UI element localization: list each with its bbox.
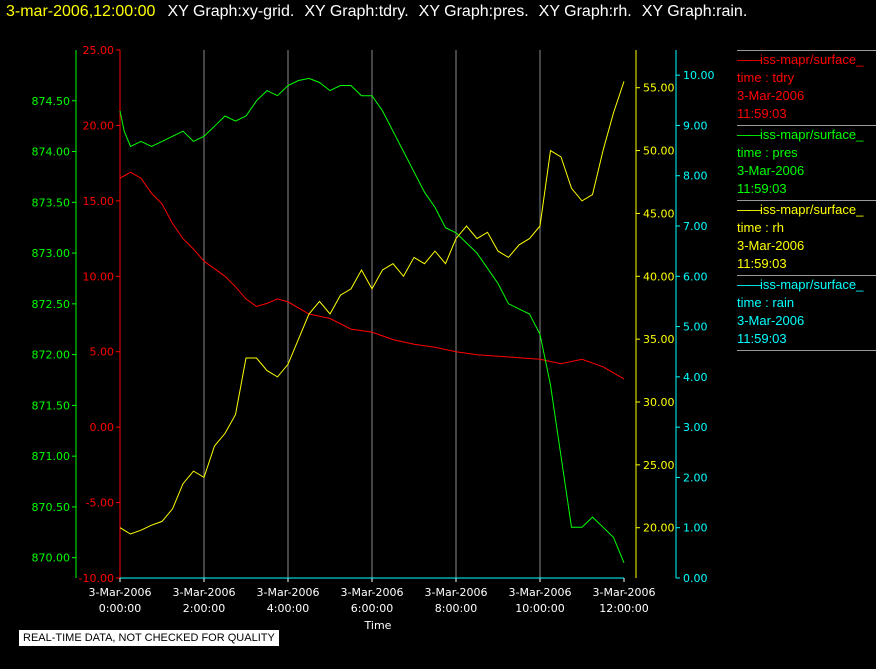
pres-tick-label-2: 871.00	[32, 450, 71, 463]
x-tick-date-2: 3-Mar-2006	[257, 586, 320, 599]
legend-field-rain: time : rain	[737, 295, 795, 310]
x-tick-time-6: 12:00:00	[599, 602, 648, 615]
series-line-rh	[119, 81, 625, 535]
rain-tick-label-0: 0.00	[683, 572, 708, 585]
pres-tick-label-4: 872.00	[32, 349, 71, 362]
x-tick-time-3: 6:00:00	[351, 602, 393, 615]
legend-time-rain: 11:59:03	[737, 331, 787, 346]
legend-time-pres: 11:59:03	[737, 181, 787, 196]
header-item-tdry[interactable]: XY Graph:tdry.	[304, 3, 409, 20]
tdry-tick-label-2: 0.00	[90, 421, 115, 434]
pres-tick-label-1: 870.50	[32, 501, 71, 514]
pres-tick-label-5: 872.50	[32, 298, 71, 311]
pres-tick-label-6: 873.00	[32, 247, 71, 260]
rh-tick-label-0: 20.00	[643, 522, 675, 535]
x-tick-date-4: 3-Mar-2006	[425, 586, 488, 599]
legend-entry-tdry[interactable]: iss-mapr/surface_ time : tdry 3-Mar-2006…	[737, 50, 876, 123]
legend-entry-rh[interactable]: iss-mapr/surface_ time : rh 3-Mar-2006 1…	[737, 200, 876, 273]
rh-tick-label-5: 45.00	[643, 207, 675, 220]
tdry-tick-label-6: 20.00	[83, 119, 115, 132]
legend-time-rh: 11:59:03	[737, 256, 787, 271]
header-item-rh[interactable]: XY Graph:rh.	[538, 3, 632, 20]
rain-tick-label-8: 8.00	[683, 170, 708, 183]
x-tick-date-3: 3-Mar-2006	[341, 586, 404, 599]
rain-tick-label-1: 1.00	[683, 522, 708, 535]
rain-tick-label-2: 2.00	[683, 471, 708, 484]
legend-time-tdry: 11:59:03	[737, 106, 787, 121]
rh-tick-label-7: 55.00	[643, 82, 675, 95]
x-tick-time-2: 4:00:00	[267, 602, 309, 615]
tdry-tick-label-7: 25.00	[83, 44, 115, 57]
legend-date-rain: 3-Mar-2006	[737, 313, 805, 328]
header-bar: 3-mar-2006,12:00:00 XY Graph:xy-grid. XY G…	[6, 3, 757, 21]
rain-tick-label-4: 4.00	[683, 371, 708, 384]
rh-tick-label-3: 35.00	[643, 333, 675, 346]
legend-name-tdry: iss-mapr/surface_	[737, 51, 876, 69]
rain-tick-label-7: 7.00	[683, 220, 708, 233]
tdry-tick-label-3: 5.00	[90, 346, 115, 359]
pres-tick-label-3: 871.50	[32, 399, 71, 412]
legend-date-pres: 3-Mar-2006	[737, 163, 805, 178]
x-tick-time-5: 10:00:00	[515, 602, 564, 615]
rain-tick-label-9: 9.00	[683, 119, 708, 132]
rain-tick-label-6: 6.00	[683, 270, 708, 283]
x-tick-time-1: 2:00:00	[183, 602, 225, 615]
tdry-tick-label-4: 10.00	[83, 270, 115, 283]
legend-entry-rain[interactable]: iss-mapr/surface_ time : rain 3-Mar-2006…	[737, 275, 876, 348]
rh-tick-label-2: 30.00	[643, 396, 675, 409]
legend-date-rh: 3-Mar-2006	[737, 238, 805, 253]
legend-field-tdry: time : tdry	[737, 70, 795, 85]
pres-tick-label-9: 874.50	[32, 95, 71, 108]
x-tick-date-6: 3-Mar-2006	[593, 586, 656, 599]
x-tick-date-1: 3-Mar-2006	[173, 586, 236, 599]
tdry-tick-label-1: -5.00	[86, 497, 114, 510]
rain-tick-label-10: 10.00	[683, 69, 715, 82]
header-timestamp: 3-mar-2006,12:00:00	[6, 3, 156, 20]
header-item-xy-grid[interactable]: XY Graph:xy-grid.	[167, 3, 295, 20]
rh-tick-label-4: 40.00	[643, 270, 675, 283]
header-item-pres[interactable]: XY Graph:pres.	[418, 3, 529, 20]
x-tick-date-5: 3-Mar-2006	[509, 586, 572, 599]
tdry-tick-label-0: -10.00	[79, 572, 114, 585]
legend-field-pres: time : pres	[737, 145, 798, 160]
x-axis-label: Time	[364, 619, 392, 632]
legend-name-pres: iss-mapr/surface_	[737, 126, 876, 144]
quality-notice: REAL-TIME DATA, NOT CHECKED FOR QUALITY	[19, 630, 279, 646]
rain-tick-label-3: 3.00	[683, 421, 708, 434]
pres-tick-label-7: 873.50	[32, 196, 71, 209]
legend-bottom-rule	[737, 350, 876, 351]
pres-tick-label-0: 870.00	[32, 552, 71, 565]
x-tick-date-0: 3-Mar-2006	[89, 586, 152, 599]
legend-entry-pres[interactable]: iss-mapr/surface_ time : pres 3-Mar-2006…	[737, 125, 876, 198]
series-line-pres	[119, 77, 625, 563]
series-line-tdry	[119, 171, 625, 380]
rain-tick-label-5: 5.00	[683, 321, 708, 334]
pres-tick-label-8: 874.00	[32, 146, 71, 159]
rh-tick-label-6: 50.00	[643, 145, 675, 158]
header-item-rain[interactable]: XY Graph:rain.	[641, 3, 748, 20]
x-tick-time-0: 0:00:00	[99, 602, 141, 615]
legend-date-tdry: 3-Mar-2006	[737, 88, 805, 103]
legend-name-rain: iss-mapr/surface_	[737, 276, 876, 294]
legend: iss-mapr/surface_ time : tdry 3-Mar-2006…	[737, 50, 876, 351]
legend-name-rh: iss-mapr/surface_	[737, 201, 876, 219]
legend-field-rh: time : rh	[737, 220, 784, 235]
x-tick-time-4: 8:00:00	[435, 602, 477, 615]
tdry-tick-label-5: 15.00	[83, 195, 115, 208]
rh-tick-label-1: 25.00	[643, 459, 675, 472]
